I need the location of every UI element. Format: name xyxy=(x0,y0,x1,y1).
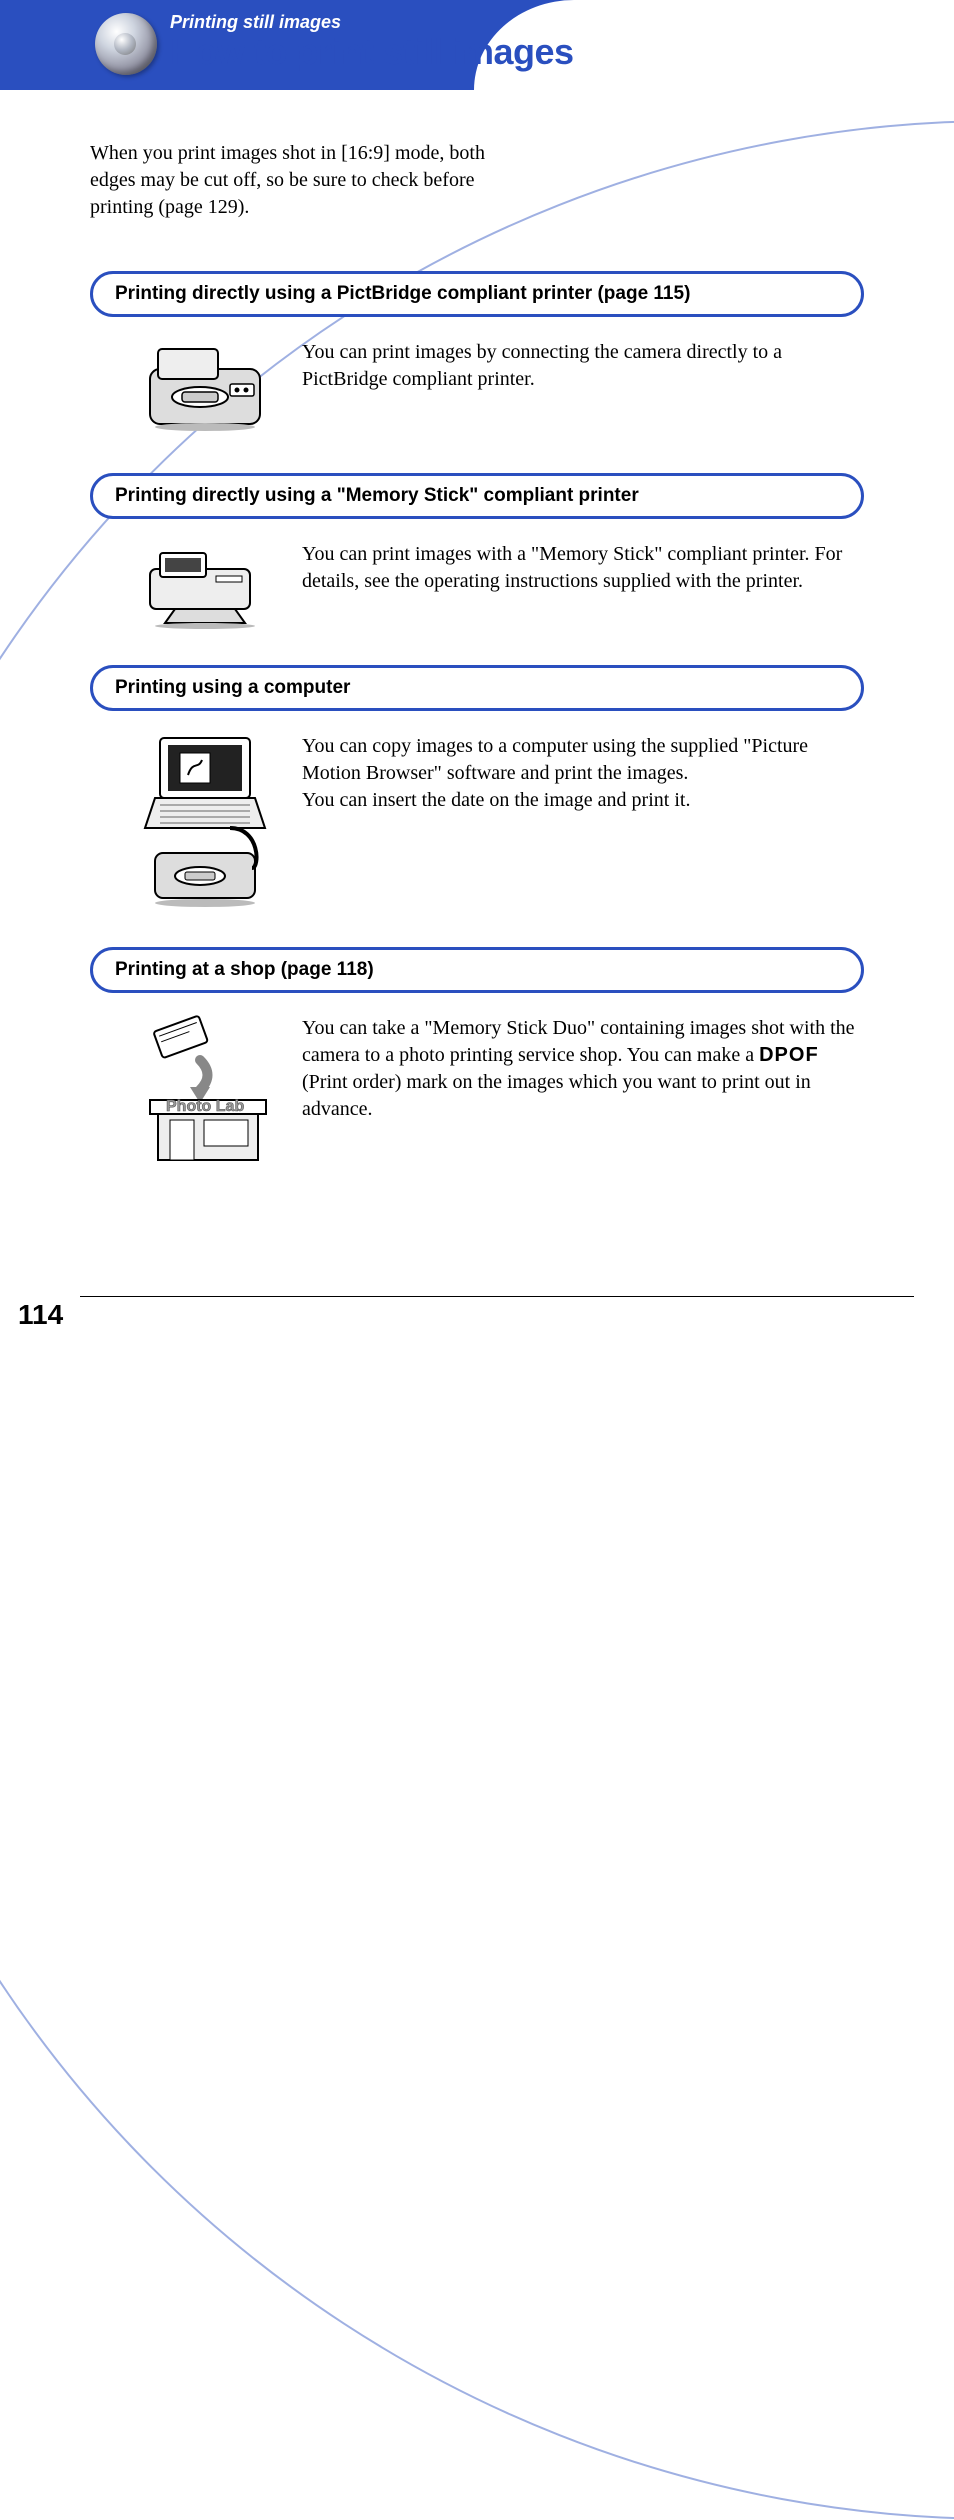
svg-text:Photo Lab: Photo Lab xyxy=(166,1098,244,1115)
section-computer: Printing using a computer xyxy=(90,665,864,913)
section-heading-pill: Printing directly using a "Memory Stick"… xyxy=(90,473,864,519)
desc-post: (Print order) mark on the images which y… xyxy=(302,1071,811,1120)
section-description: You can print images with a "Memory Stic… xyxy=(302,541,864,595)
page-title: How to print still images xyxy=(170,34,574,70)
section-heading-pill: Printing at a shop (page 118) xyxy=(90,947,864,993)
section-heading-pill: Printing directly using a PictBridge com… xyxy=(90,271,864,317)
photo-lab-icon: Photo Lab xyxy=(130,1015,280,1165)
section-description: You can take a "Memory Stick Duo" contai… xyxy=(302,1015,864,1123)
section-heading-text: Printing directly using a "Memory Stick"… xyxy=(115,485,839,507)
section-heading-pill: Printing using a computer xyxy=(90,665,864,711)
section-label: Printing still images xyxy=(170,12,341,33)
footer-rule xyxy=(80,1296,914,1297)
compact-printer-icon xyxy=(130,541,280,631)
section-shop: Printing at a shop (page 118) Photo L xyxy=(90,947,864,1165)
printer-icon xyxy=(130,339,280,439)
section-memorystick-printer: Printing directly using a "Memory Stick"… xyxy=(90,473,864,631)
section-heading-text: Printing at a shop (page 118) xyxy=(115,959,839,981)
section-heading-text: Printing directly using a PictBridge com… xyxy=(115,283,839,305)
section-heading-text: Printing using a computer xyxy=(115,677,839,699)
laptop-printer-icon xyxy=(130,733,280,913)
section-description: You can print images by connecting the c… xyxy=(302,339,864,393)
page-number: 114 xyxy=(18,1299,63,1331)
intro-paragraph: When you print images shot in [16:9] mod… xyxy=(90,140,530,221)
header-sphere-inner-icon xyxy=(114,33,136,55)
section-pictbridge: Printing directly using a PictBridge com… xyxy=(90,271,864,439)
section-description: You can copy images to a computer using … xyxy=(302,733,864,814)
dpof-label: DPOF xyxy=(759,1044,819,1066)
